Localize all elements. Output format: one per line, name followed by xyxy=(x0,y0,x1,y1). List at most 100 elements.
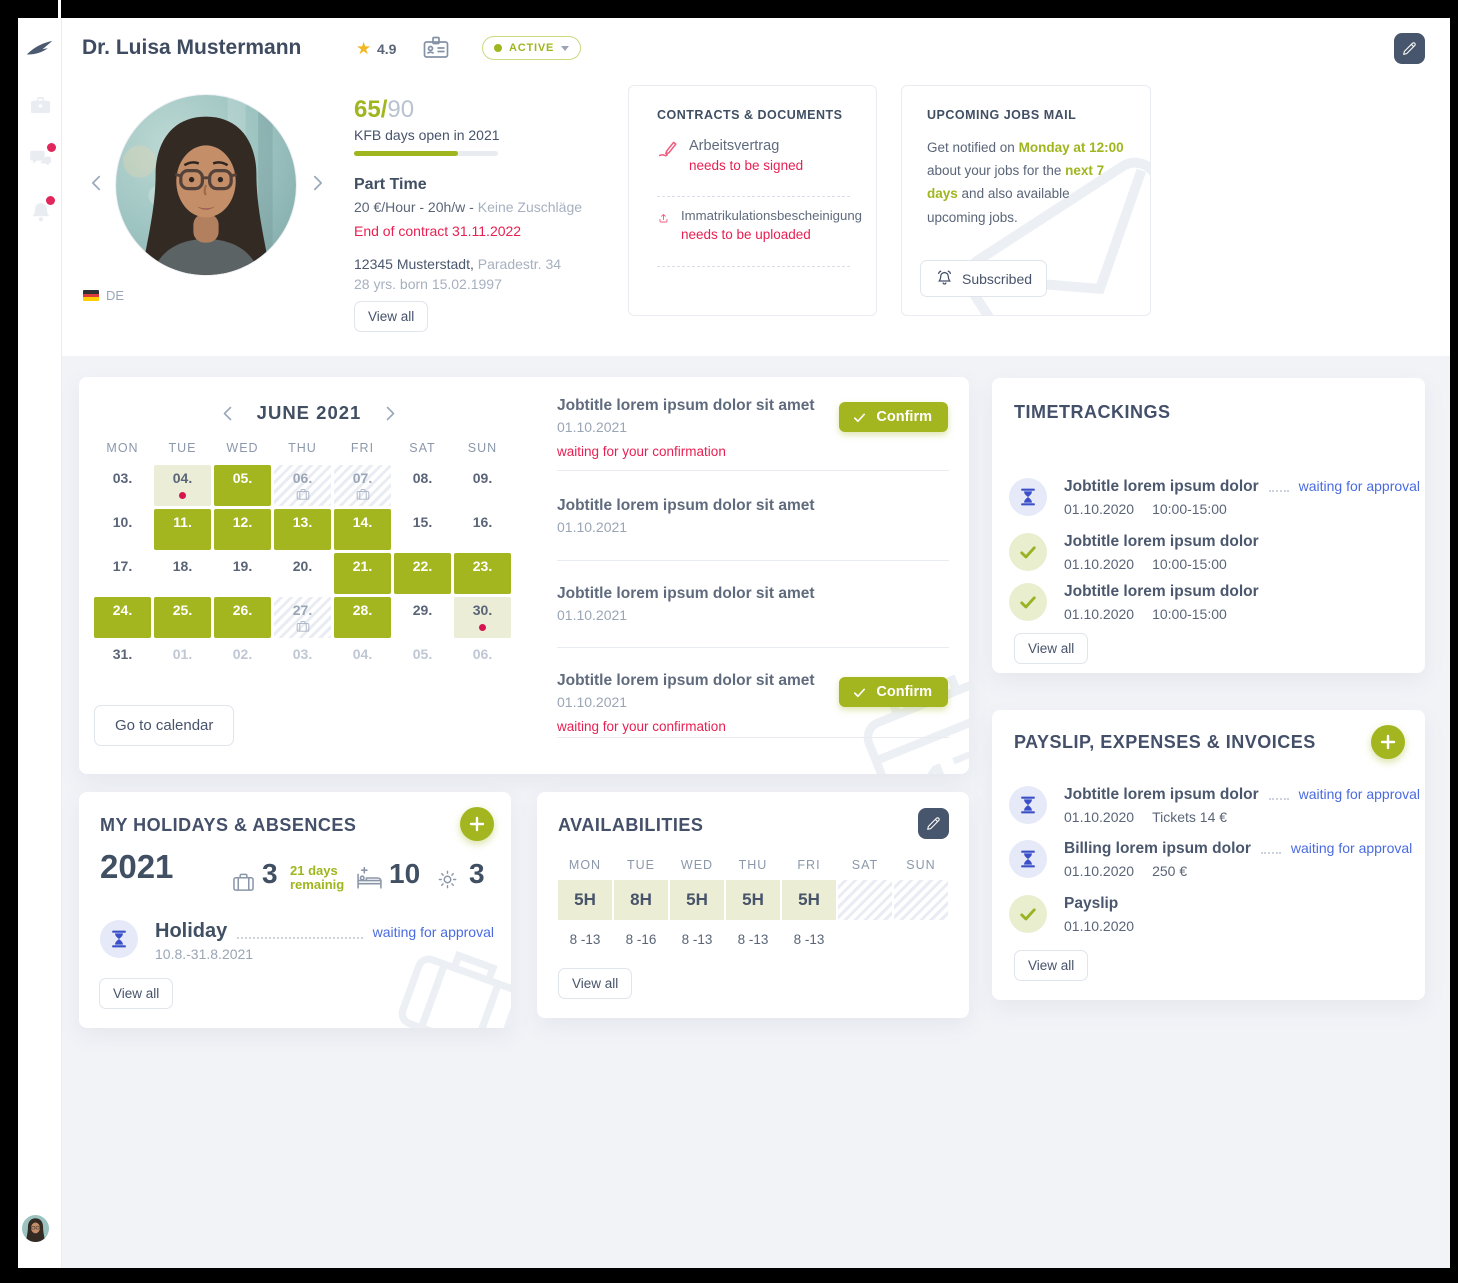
view-all-label: View all xyxy=(113,986,160,1001)
calendar-day[interactable]: 18. xyxy=(154,553,211,594)
calendar-day[interactable]: 01. xyxy=(154,641,211,682)
weekday-label: FRI xyxy=(797,858,821,872)
calendar-next-button[interactable] xyxy=(385,405,397,422)
contract-item[interactable]: Immatrikulationsbescheinigung needs to b… xyxy=(657,208,862,242)
calendar-day[interactable]: 20. xyxy=(274,553,331,594)
calendar-day[interactable]: 24. xyxy=(94,597,151,638)
calendar-day[interactable]: 29. xyxy=(394,597,451,638)
calendar-day[interactable]: 31. xyxy=(94,641,151,682)
timetracking-title: Jobtitle lorem ipsum dolor xyxy=(1064,478,1259,495)
jobs-mail-card: UPCOMING JOBS MAIL Get notified on Monda… xyxy=(901,85,1151,316)
sidebar-item-notifications[interactable] xyxy=(29,196,55,224)
contract-item[interactable]: Arbeitsvertrag needs to be signed xyxy=(657,138,855,173)
profile-view-all-button[interactable]: View all xyxy=(354,301,429,332)
calendar-day[interactable]: 04. xyxy=(334,641,391,682)
calendar-day[interactable]: 06. xyxy=(274,465,331,506)
payslip-item[interactable]: Jobtitle lorem ipsum dolor waiting for a… xyxy=(1009,786,1420,825)
calendar-day[interactable]: 26. xyxy=(214,597,271,638)
calendar-day[interactable]: 21. xyxy=(334,553,391,594)
calendar-day[interactable]: 02. xyxy=(214,641,271,682)
kfb-progress-bar xyxy=(354,151,498,156)
calendar-prev-button[interactable] xyxy=(221,405,233,422)
bell-ring-icon xyxy=(937,270,952,285)
calendar-day[interactable]: 19. xyxy=(214,553,271,594)
calendar-day[interactable]: 03. xyxy=(274,641,331,682)
calendar-day[interactable]: 12. xyxy=(214,509,271,550)
sidebar-item-messages[interactable] xyxy=(28,143,56,171)
holiday-item[interactable]: Holiday waiting for approval 10.8.-31.8.… xyxy=(100,920,494,962)
confirm-button[interactable]: Confirm xyxy=(839,402,948,432)
payslip-item-title: Jobtitle lorem ipsum dolor xyxy=(1064,786,1259,803)
edit-availabilities-button[interactable] xyxy=(918,808,949,839)
id-badge-button[interactable] xyxy=(422,34,450,62)
vacation-count: 3 xyxy=(262,858,278,889)
job-item[interactable]: Jobtitle lorem ipsum dolor sit amet 01.1… xyxy=(557,397,949,459)
app-logo[interactable] xyxy=(26,40,53,57)
calendar-day[interactable]: 30. xyxy=(454,597,511,638)
mail-text: about your jobs for the xyxy=(927,163,1062,179)
day-label: 07. xyxy=(352,470,373,486)
job-title: Jobtitle lorem ipsum dolor sit amet xyxy=(557,672,815,689)
job-title: Jobtitle lorem ipsum dolor sit amet xyxy=(557,497,815,514)
day-label: 14. xyxy=(352,514,373,530)
job-item[interactable]: Jobtitle lorem ipsum dolor sit amet 01.1… xyxy=(557,672,949,734)
weekday-label: MON xyxy=(568,858,602,872)
calendar-day[interactable]: 03. xyxy=(94,465,151,506)
sidebar-item-jobs[interactable] xyxy=(29,94,52,117)
payslip-item-date: 01.10.2020 xyxy=(1064,863,1135,879)
calendar-day[interactable]: 22. xyxy=(394,553,451,594)
calendar-day[interactable]: 05. xyxy=(214,465,271,506)
timetracking-item[interactable]: Jobtitle lorem ipsum dolor 01.10.2020 10:… xyxy=(1009,583,1405,622)
calendar-day[interactable]: 14. xyxy=(334,509,391,550)
payslip-view-all-button[interactable]: View all xyxy=(1014,950,1089,981)
calendar-day[interactable]: 15. xyxy=(394,509,451,550)
holiday-suitcase-icon xyxy=(356,488,370,501)
calendar-day[interactable]: 04. xyxy=(154,465,211,506)
calendar-day[interactable]: 09. xyxy=(454,465,511,506)
calendar-day[interactable]: 17. xyxy=(94,553,151,594)
job-item[interactable]: Jobtitle lorem ipsum dolor sit amet 01.1… xyxy=(557,585,949,623)
add-payslip-button[interactable] xyxy=(1371,725,1405,759)
photo-next-button[interactable] xyxy=(312,174,325,192)
waiting-approval-link[interactable]: waiting for approval xyxy=(1298,786,1421,802)
user-avatar[interactable] xyxy=(22,1215,49,1242)
status-dot-icon xyxy=(494,44,502,52)
status-dropdown[interactable]: ACTIVE xyxy=(482,36,582,60)
edit-profile-button[interactable] xyxy=(1394,33,1425,64)
chevron-left-icon xyxy=(221,405,233,422)
calendar-day[interactable]: 10. xyxy=(94,509,151,550)
holidays-view-all-button[interactable]: View all xyxy=(99,978,174,1009)
calendar-day[interactable]: 25. xyxy=(154,597,211,638)
calendar-day[interactable]: 05. xyxy=(394,641,451,682)
waiting-approval-link[interactable]: waiting for approval xyxy=(1298,478,1421,494)
photo-prev-button[interactable] xyxy=(89,174,102,192)
payslip-item[interactable]: Payslip 01.10.2020 xyxy=(1009,895,1405,934)
pencil-icon xyxy=(1401,40,1418,57)
document-label: Arbeitsvertrag xyxy=(689,138,780,154)
calendar-day[interactable]: 11. xyxy=(154,509,211,550)
waiting-approval-link[interactable]: waiting for approval xyxy=(1290,840,1413,856)
calendar-day[interactable]: 28. xyxy=(334,597,391,638)
calendar-day[interactable]: 13. xyxy=(274,509,331,550)
timetrackings-view-all-button[interactable]: View all xyxy=(1014,633,1089,664)
timetracking-item[interactable]: Jobtitle lorem ipsum dolor waiting for a… xyxy=(1009,478,1420,517)
job-item[interactable]: Jobtitle lorem ipsum dolor sit amet 01.1… xyxy=(557,497,949,535)
subscribed-button[interactable]: Subscribed xyxy=(920,260,1048,297)
calendar-day[interactable]: 27. xyxy=(274,597,331,638)
day-label: 13. xyxy=(292,514,313,530)
availabilities-view-all-button[interactable]: View all xyxy=(558,968,633,999)
sun-icon xyxy=(438,870,457,889)
calendar-day[interactable]: 08. xyxy=(394,465,451,506)
calendar-day[interactable]: 23. xyxy=(454,553,511,594)
calendar-day[interactable]: 06. xyxy=(454,641,511,682)
weekday-label: FRI xyxy=(350,441,375,455)
timetracking-item[interactable]: Jobtitle lorem ipsum dolor 01.10.2020 10:… xyxy=(1009,533,1405,572)
goto-calendar-button[interactable]: Go to calendar xyxy=(94,705,235,746)
add-absence-button[interactable] xyxy=(460,807,494,841)
confirm-button[interactable]: Confirm xyxy=(839,677,948,707)
calendar-day[interactable]: 07. xyxy=(334,465,391,506)
waiting-approval-link[interactable]: waiting for approval xyxy=(372,924,494,940)
vacation-note-remaining: remainig xyxy=(290,877,345,893)
payslip-item[interactable]: Billing lorem ipsum dolor waiting for ap… xyxy=(1009,840,1412,879)
calendar-day[interactable]: 16. xyxy=(454,509,511,550)
